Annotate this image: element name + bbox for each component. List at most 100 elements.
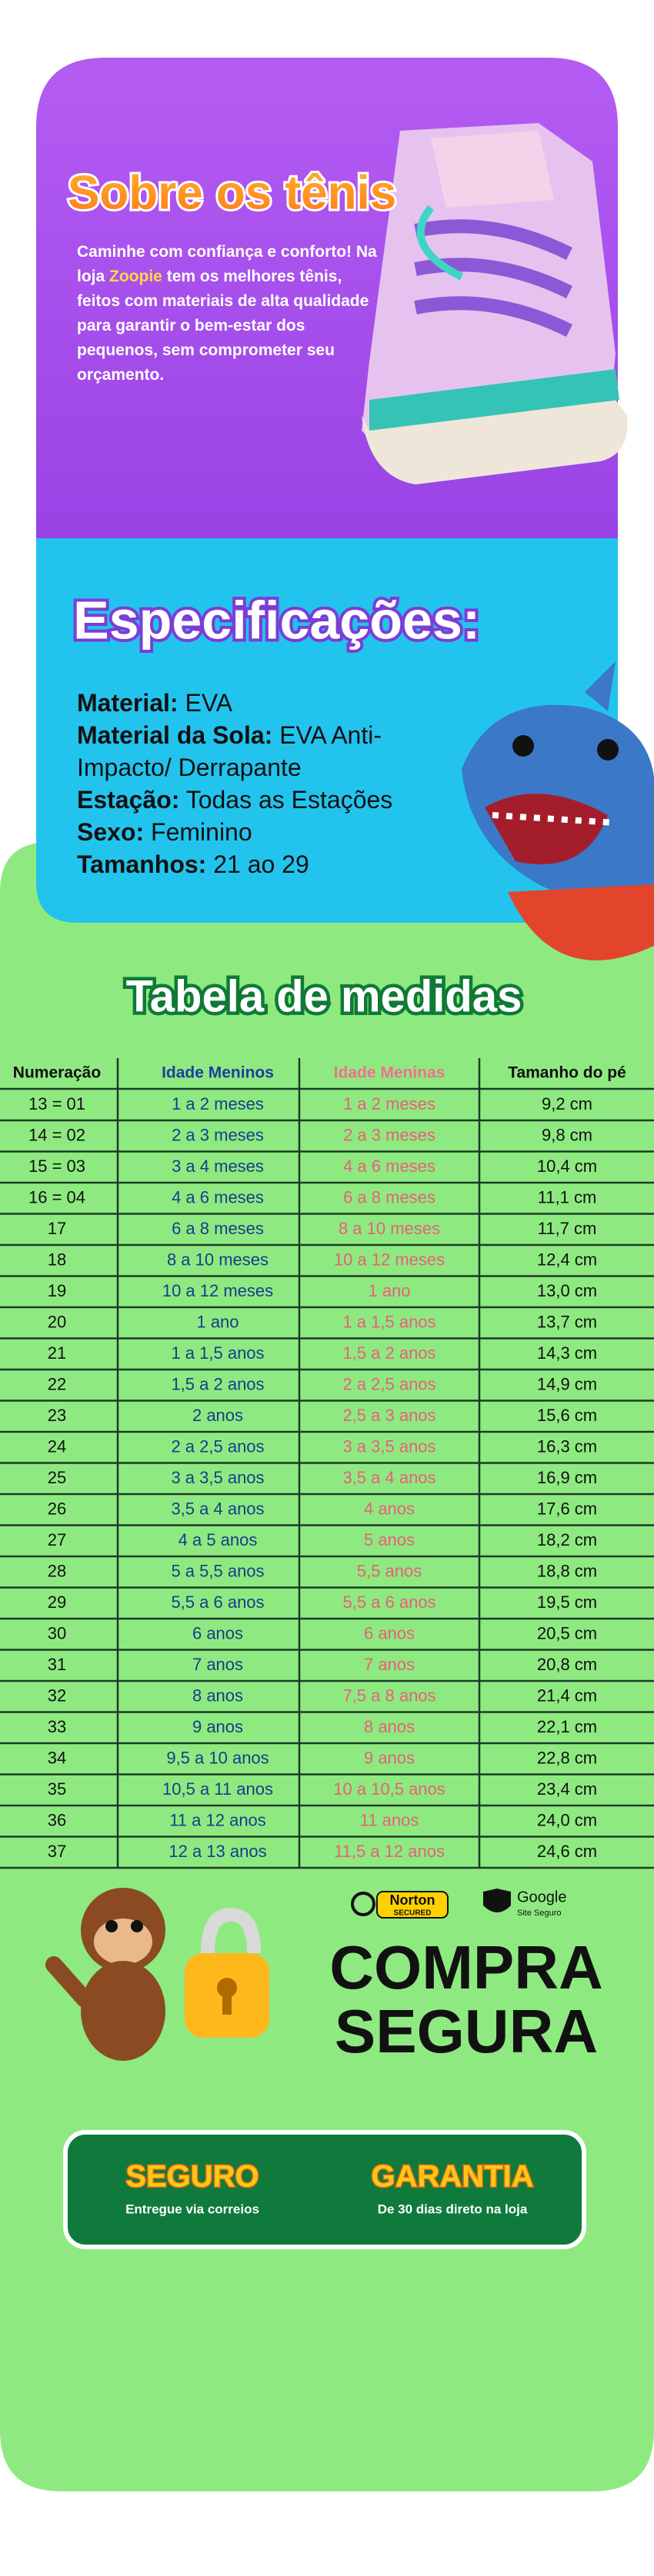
table-cell: 18	[48, 1250, 66, 1269]
table-cell: 3 a 3,5 anos	[171, 1468, 264, 1487]
table-cell: 9,2 cm	[542, 1094, 592, 1113]
table-cell: 2 a 3 meses	[172, 1125, 264, 1144]
norton-label: Norton	[390, 1892, 435, 1908]
table-cell: 1 ano	[368, 1281, 410, 1300]
table-cell: 22	[48, 1374, 66, 1393]
table-cell: 21	[48, 1343, 66, 1363]
table-cell: 13,0 cm	[537, 1281, 597, 1300]
spec-row: Tamanhos: 21 ao 29	[77, 848, 439, 880]
spec-label: Estação:	[77, 786, 180, 814]
shark-illustration	[462, 661, 654, 960]
table-cell: 20,8 cm	[537, 1655, 597, 1674]
table-cell: 10 a 12 meses	[334, 1250, 445, 1269]
table-cell: 3,5 a 4 anos	[342, 1468, 435, 1487]
table-cell: 30	[48, 1623, 66, 1642]
table-cell: 1,5 a 2 anos	[171, 1374, 264, 1393]
table-cell: 16,3 cm	[537, 1436, 597, 1456]
norton-check	[351, 1892, 375, 1916]
table-cell: 18,8 cm	[537, 1561, 597, 1580]
spec-label: Sexo:	[77, 818, 145, 846]
norton-sub: SECURED	[394, 1909, 432, 1918]
table-cell: 13,7 cm	[537, 1312, 597, 1331]
table-cell: 22,1 cm	[537, 1717, 597, 1736]
table-cell: 8 anos	[364, 1717, 415, 1736]
table-cell: 9 anos	[364, 1748, 415, 1767]
table-cell: 22,8 cm	[537, 1748, 597, 1767]
table-cell: 2 a 3 meses	[343, 1125, 435, 1144]
table-cell: 19	[48, 1281, 66, 1300]
table-cell: 20,5 cm	[537, 1623, 597, 1642]
about-text: Caminhe com confiança e conforto! Na loj…	[77, 240, 385, 388]
guarantee-panel	[63, 2130, 586, 2249]
monkey-lock-illustration	[45, 1888, 269, 2061]
spec-value: EVA Anti-Impacto/ Derrapante	[77, 721, 382, 781]
table-cell: 24,0 cm	[537, 1810, 597, 1829]
table-cell: 5,5 a 6 anos	[342, 1593, 435, 1612]
table-cell: 8 a 10 meses	[167, 1250, 269, 1269]
table-cell: 11 anos	[360, 1810, 419, 1829]
table-header: Numeração	[13, 1064, 101, 1082]
google-sub: Site Seguro	[517, 1909, 561, 1918]
table-cell: 8 a 10 meses	[339, 1219, 440, 1238]
table-cell: 3,5 a 4 anos	[171, 1499, 264, 1518]
table-cell: 11,7 cm	[538, 1219, 597, 1238]
spec-label: Tamanhos:	[77, 850, 207, 878]
table-cell: 14,3 cm	[537, 1343, 597, 1363]
table-cell: 7,5 a 8 anos	[342, 1686, 435, 1705]
table-cell: 32	[48, 1686, 66, 1705]
table-cell: 10,5 a 11 anos	[162, 1779, 273, 1799]
green-section	[0, 842, 654, 2491]
table-cell: 23,4 cm	[537, 1779, 597, 1799]
spec-label: Material:	[77, 689, 179, 717]
table-cell: 37	[48, 1842, 66, 1861]
table-cell: 14 = 02	[28, 1125, 85, 1144]
table-cell: 2,5 a 3 anos	[342, 1406, 435, 1425]
table-cell: 15,6 cm	[537, 1406, 597, 1425]
table-cell: 4 anos	[364, 1499, 415, 1518]
cyan-section	[36, 538, 618, 923]
brand-name: Zoopie	[109, 268, 162, 285]
table-cell: 10,4 cm	[537, 1157, 597, 1176]
table-cell: 27	[48, 1530, 66, 1549]
spec-value: Feminino	[151, 818, 252, 846]
table-cell: 16 = 04	[28, 1187, 85, 1206]
table-cell: 7 anos	[192, 1655, 243, 1674]
about-title: Sobre os tênis	[68, 166, 396, 219]
table-cell: 11,1 cm	[538, 1187, 597, 1206]
table-cell: 18,2 cm	[537, 1530, 597, 1549]
spec-row: Material: EVA	[77, 687, 439, 719]
table-cell: 17,6 cm	[537, 1499, 597, 1518]
spec-value: Todas as Estações	[185, 786, 393, 814]
specs-title: Especificações:	[73, 590, 480, 650]
table-cell: 31	[48, 1655, 66, 1674]
table-cell: 4 a 6 meses	[343, 1157, 435, 1176]
table-cell: 2 anos	[192, 1406, 243, 1425]
table-cell: 13 = 01	[28, 1094, 85, 1113]
table-cell: 1 ano	[196, 1312, 239, 1331]
table-cell: 9,8 cm	[542, 1125, 592, 1144]
table-cell: 1 a 2 meses	[172, 1094, 264, 1113]
table-cell: 15 = 03	[28, 1157, 85, 1176]
google-label: Google	[517, 1889, 567, 1905]
spec-value: EVA	[185, 689, 233, 717]
table-cell: 6 anos	[192, 1623, 243, 1642]
table-cell: 4 a 5 anos	[179, 1530, 258, 1549]
table-cell: 24	[48, 1436, 66, 1456]
table-cell: 5 a 5,5 anos	[171, 1561, 264, 1580]
table-cell: 6 a 8 meses	[172, 1219, 264, 1238]
table-cell: 8 anos	[192, 1686, 243, 1705]
table-cell: 9,5 a 10 anos	[166, 1748, 269, 1767]
table-cell: 10 a 10,5 anos	[333, 1779, 445, 1799]
table-cell: 10 a 12 meses	[162, 1281, 273, 1300]
spec-label: Material da Sola:	[77, 721, 273, 749]
table-cell: 20	[48, 1312, 66, 1331]
table-cell: 5 anos	[364, 1530, 415, 1549]
table-cell: 28	[48, 1561, 66, 1580]
spec-row: Estação: Todas as Estações	[77, 784, 439, 816]
table-cell: 5,5 anos	[357, 1561, 422, 1580]
table-header: Idade Meninas	[334, 1064, 445, 1082]
table-header: Tamanho do pé	[508, 1064, 626, 1082]
guarantee-text: Entregue via correios	[125, 2202, 259, 2216]
